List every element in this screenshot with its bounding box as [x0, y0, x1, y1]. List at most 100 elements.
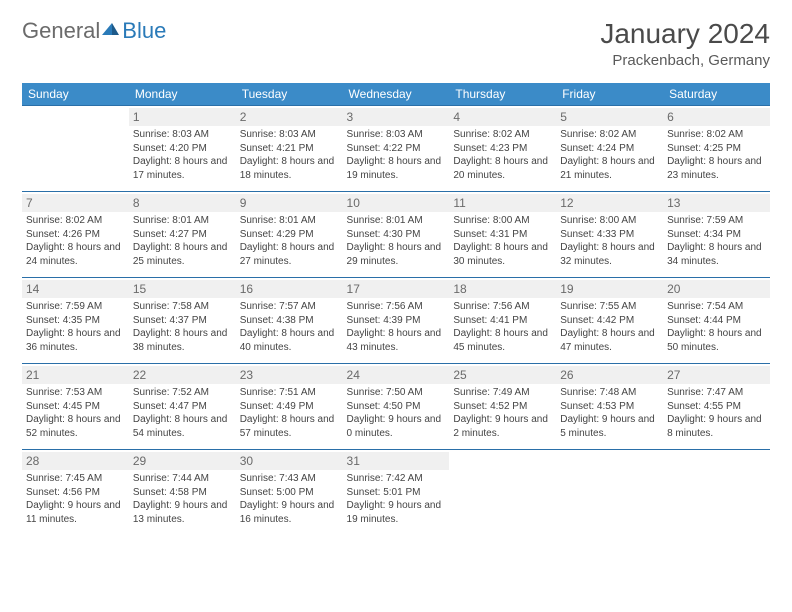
sunrise-line: Sunrise: 8:00 AM — [453, 214, 552, 228]
dayname-tuesday: Tuesday — [236, 83, 343, 105]
day-info: Sunrise: 7:52 AMSunset: 4:47 PMDaylight:… — [133, 386, 232, 440]
day-info: Sunrise: 8:01 AMSunset: 4:30 PMDaylight:… — [347, 214, 446, 268]
daylight-line: Daylight: 9 hours and 0 minutes. — [347, 413, 446, 440]
sunset-line: Sunset: 5:01 PM — [347, 486, 446, 500]
sunrise-line: Sunrise: 7:53 AM — [26, 386, 125, 400]
page-title: January 2024 — [600, 18, 770, 50]
day-content: 30Sunrise: 7:43 AMSunset: 5:00 PMDayligh… — [236, 449, 343, 535]
empty-cell — [556, 449, 663, 535]
day-cell: 21Sunrise: 7:53 AMSunset: 4:45 PMDayligh… — [22, 363, 129, 449]
day-content: 11Sunrise: 8:00 AMSunset: 4:31 PMDayligh… — [449, 191, 556, 277]
day-info: Sunrise: 7:51 AMSunset: 4:49 PMDaylight:… — [240, 386, 339, 440]
day-content: 19Sunrise: 7:55 AMSunset: 4:42 PMDayligh… — [556, 277, 663, 363]
sunrise-line: Sunrise: 7:56 AM — [347, 300, 446, 314]
day-info: Sunrise: 7:57 AMSunset: 4:38 PMDaylight:… — [240, 300, 339, 354]
daylight-line: Daylight: 8 hours and 32 minutes. — [560, 241, 659, 268]
day-content: 4Sunrise: 8:02 AMSunset: 4:23 PMDaylight… — [449, 105, 556, 191]
daylight-line: Daylight: 8 hours and 50 minutes. — [667, 327, 766, 354]
day-number: 16 — [236, 280, 343, 298]
dayname-friday: Friday — [556, 83, 663, 105]
day-content: 18Sunrise: 7:56 AMSunset: 4:41 PMDayligh… — [449, 277, 556, 363]
day-content: 15Sunrise: 7:58 AMSunset: 4:37 PMDayligh… — [129, 277, 236, 363]
sunset-line: Sunset: 4:56 PM — [26, 486, 125, 500]
day-number: 18 — [449, 280, 556, 298]
day-content: 26Sunrise: 7:48 AMSunset: 4:53 PMDayligh… — [556, 363, 663, 449]
day-number: 6 — [663, 108, 770, 126]
sunrise-line: Sunrise: 7:43 AM — [240, 472, 339, 486]
day-info: Sunrise: 7:44 AMSunset: 4:58 PMDaylight:… — [133, 472, 232, 526]
day-content: 21Sunrise: 7:53 AMSunset: 4:45 PMDayligh… — [22, 363, 129, 449]
sunset-line: Sunset: 4:27 PM — [133, 228, 232, 242]
day-content: 1Sunrise: 8:03 AMSunset: 4:20 PMDaylight… — [129, 105, 236, 191]
day-number: 24 — [343, 366, 450, 384]
day-number: 12 — [556, 194, 663, 212]
day-cell: 19Sunrise: 7:55 AMSunset: 4:42 PMDayligh… — [556, 277, 663, 363]
empty-cell — [449, 449, 556, 535]
day-content: 23Sunrise: 7:51 AMSunset: 4:49 PMDayligh… — [236, 363, 343, 449]
day-content: 8Sunrise: 8:01 AMSunset: 4:27 PMDaylight… — [129, 191, 236, 277]
day-cell: 5Sunrise: 8:02 AMSunset: 4:24 PMDaylight… — [556, 105, 663, 191]
sunset-line: Sunset: 4:29 PM — [240, 228, 339, 242]
sunset-line: Sunset: 4:26 PM — [26, 228, 125, 242]
day-info: Sunrise: 7:58 AMSunset: 4:37 PMDaylight:… — [133, 300, 232, 354]
day-number: 5 — [556, 108, 663, 126]
day-number: 25 — [449, 366, 556, 384]
sunrise-line: Sunrise: 7:57 AM — [240, 300, 339, 314]
day-info: Sunrise: 7:59 AMSunset: 4:35 PMDaylight:… — [26, 300, 125, 354]
daylight-line: Daylight: 8 hours and 45 minutes. — [453, 327, 552, 354]
day-info: Sunrise: 7:47 AMSunset: 4:55 PMDaylight:… — [667, 386, 766, 440]
week-row: 14Sunrise: 7:59 AMSunset: 4:35 PMDayligh… — [22, 277, 770, 363]
sunrise-line: Sunrise: 7:55 AM — [560, 300, 659, 314]
sunrise-line: Sunrise: 8:02 AM — [26, 214, 125, 228]
day-content: 5Sunrise: 8:02 AMSunset: 4:24 PMDaylight… — [556, 105, 663, 191]
day-cell: 15Sunrise: 7:58 AMSunset: 4:37 PMDayligh… — [129, 277, 236, 363]
day-number: 11 — [449, 194, 556, 212]
day-content: 9Sunrise: 8:01 AMSunset: 4:29 PMDaylight… — [236, 191, 343, 277]
day-info: Sunrise: 8:03 AMSunset: 4:22 PMDaylight:… — [347, 128, 446, 182]
day-cell: 14Sunrise: 7:59 AMSunset: 4:35 PMDayligh… — [22, 277, 129, 363]
daylight-line: Daylight: 8 hours and 27 minutes. — [240, 241, 339, 268]
calendar-table: Sunday Monday Tuesday Wednesday Thursday… — [22, 83, 770, 535]
day-cell: 12Sunrise: 8:00 AMSunset: 4:33 PMDayligh… — [556, 191, 663, 277]
logo-text-blue: Blue — [122, 18, 166, 44]
week-row: 28Sunrise: 7:45 AMSunset: 4:56 PMDayligh… — [22, 449, 770, 535]
sunrise-line: Sunrise: 8:03 AM — [133, 128, 232, 142]
sunrise-line: Sunrise: 7:52 AM — [133, 386, 232, 400]
logo: General Blue — [22, 18, 166, 44]
sunrise-line: Sunrise: 8:01 AM — [240, 214, 339, 228]
title-block: January 2024 Prackenbach, Germany — [600, 18, 770, 69]
day-number: 27 — [663, 366, 770, 384]
day-number: 28 — [22, 452, 129, 470]
daylight-line: Daylight: 8 hours and 52 minutes. — [26, 413, 125, 440]
daylight-line: Daylight: 8 hours and 40 minutes. — [240, 327, 339, 354]
sunset-line: Sunset: 4:39 PM — [347, 314, 446, 328]
daylight-line: Daylight: 8 hours and 54 minutes. — [133, 413, 232, 440]
day-cell: 7Sunrise: 8:02 AMSunset: 4:26 PMDaylight… — [22, 191, 129, 277]
day-cell: 18Sunrise: 7:56 AMSunset: 4:41 PMDayligh… — [449, 277, 556, 363]
sunrise-line: Sunrise: 7:49 AM — [453, 386, 552, 400]
sunrise-line: Sunrise: 7:58 AM — [133, 300, 232, 314]
sunrise-line: Sunrise: 8:01 AM — [347, 214, 446, 228]
daylight-line: Daylight: 8 hours and 21 minutes. — [560, 155, 659, 182]
daylight-line: Daylight: 8 hours and 34 minutes. — [667, 241, 766, 268]
day-info: Sunrise: 8:03 AMSunset: 4:21 PMDaylight:… — [240, 128, 339, 182]
logo-triangle-icon — [100, 19, 120, 39]
day-info: Sunrise: 7:42 AMSunset: 5:01 PMDaylight:… — [347, 472, 446, 526]
sunrise-line: Sunrise: 7:47 AM — [667, 386, 766, 400]
day-info: Sunrise: 7:50 AMSunset: 4:50 PMDaylight:… — [347, 386, 446, 440]
sunrise-line: Sunrise: 7:50 AM — [347, 386, 446, 400]
sunset-line: Sunset: 4:33 PM — [560, 228, 659, 242]
day-cell — [556, 449, 663, 535]
sunset-line: Sunset: 4:55 PM — [667, 400, 766, 414]
day-content: 16 Sunrise: 7:57 AMSunset: 4:38 PMDayligh… — [236, 277, 343, 363]
calendar-page: General Blue January 2024 Prackenbach, G… — [0, 0, 792, 553]
sunset-line: Sunset: 4:31 PM — [453, 228, 552, 242]
empty-cell — [663, 449, 770, 535]
sunrise-line: Sunrise: 8:03 AM — [347, 128, 446, 142]
sunset-line: Sunset: 4:58 PM — [133, 486, 232, 500]
logo-text-general: General — [22, 18, 100, 44]
sunset-line: Sunset: 4:50 PM — [347, 400, 446, 414]
day-cell: 23Sunrise: 7:51 AMSunset: 4:49 PMDayligh… — [236, 363, 343, 449]
day-cell: 16 Sunrise: 7:57 AMSunset: 4:38 PMDayligh… — [236, 277, 343, 363]
day-cell: 27 Sunrise: 7:47 AMSunset: 4:55 PMDayligh… — [663, 363, 770, 449]
